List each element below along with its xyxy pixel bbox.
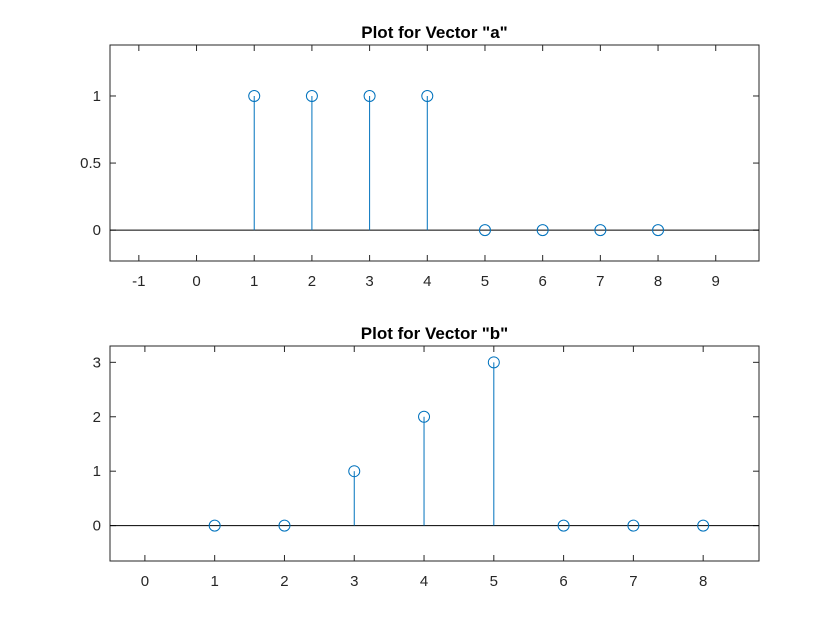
x-tick-label: -1 [132,273,145,290]
subplot-vector-a: Plot for Vector "a" -1 0 1 2 3 4 5 6 7 8 9 0 0.5 1 [80,23,760,290]
axes-box [109,345,760,562]
x-tick-label: 1 [250,273,258,290]
x-tick-label: 4 [420,573,428,590]
x-tick-label: 5 [481,273,489,290]
stem-marker [208,519,221,532]
stem-marker [418,410,431,423]
y-tick-label: 1 [93,463,101,480]
x-tick-label: 1 [211,573,219,590]
stem-marker [248,89,261,102]
stem-marker [478,224,491,237]
y-tick-label: 2 [93,409,101,426]
chart-title: Plot for Vector "a" [361,23,507,42]
x-tick-label: 6 [559,573,567,590]
x-tick-label: 8 [654,273,662,290]
x-tick-label: 5 [490,573,498,590]
x-tick-label: 0 [192,273,200,290]
stem-marker [305,89,318,102]
x-tick-label: 2 [308,273,316,290]
stem-marker [487,356,500,369]
x-tick-label: 2 [280,573,288,590]
subplot-vector-b: Plot for Vector "b" 0 1 2 3 4 5 6 7 8 0 1 2 3 [93,324,760,590]
x-tick-label: 8 [699,573,707,590]
x-tick-label: 3 [350,573,358,590]
y-tick-label: 0.5 [80,155,101,172]
y-tick-label: 3 [93,354,101,371]
x-tick-label: 4 [423,273,431,290]
x-tick-label: 6 [538,273,546,290]
x-tick-label: 3 [365,273,373,290]
stem-marker [557,519,570,532]
stem-marker [421,89,434,102]
y-tick-label: 0 [93,222,101,239]
stem-marker [652,224,665,237]
axes-box [109,44,760,262]
x-tick-label: 7 [596,273,604,290]
y-tick-label: 0 [93,518,101,535]
x-tick-label: 9 [712,273,720,290]
y-tick-label: 1 [93,88,101,105]
stem-marker [697,519,710,532]
stem-marker [627,519,640,532]
chart-title: Plot for Vector "b" [361,324,508,343]
stem-marker [536,224,549,237]
stem-marker [363,89,376,102]
stem-marker [348,465,361,478]
x-tick-label: 0 [141,573,149,590]
x-tick-label: 7 [629,573,637,590]
stem-marker [278,519,291,532]
stem-marker [594,224,607,237]
